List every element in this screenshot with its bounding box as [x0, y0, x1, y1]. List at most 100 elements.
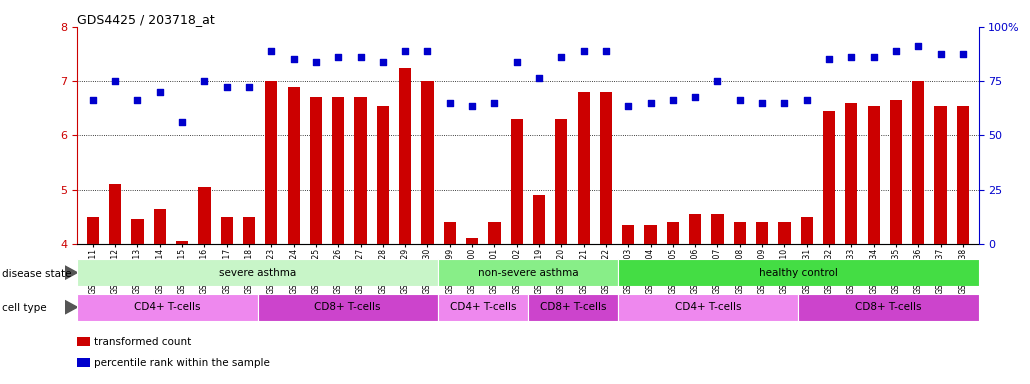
- Text: percentile rank within the sample: percentile rank within the sample: [94, 358, 270, 368]
- Point: [553, 54, 570, 60]
- Point: [620, 103, 637, 109]
- Point: [844, 54, 860, 60]
- Text: non-severe asthma: non-severe asthma: [478, 268, 578, 278]
- Bar: [265, 81, 277, 244]
- Bar: [438, 259, 618, 286]
- Text: CD4+ T-cells: CD4+ T-cells: [134, 302, 201, 312]
- Bar: [846, 103, 858, 244]
- Bar: [666, 222, 679, 244]
- Bar: [798, 294, 978, 321]
- Point: [754, 100, 770, 106]
- Bar: [733, 222, 746, 244]
- Bar: [618, 259, 978, 286]
- Point: [419, 48, 436, 55]
- Text: cell type: cell type: [2, 303, 46, 313]
- Point: [643, 100, 659, 106]
- Point: [731, 97, 748, 103]
- Bar: [527, 294, 618, 321]
- Bar: [756, 222, 768, 244]
- Bar: [779, 222, 791, 244]
- Bar: [823, 111, 835, 244]
- Text: healthy control: healthy control: [759, 268, 837, 278]
- Text: severe asthma: severe asthma: [218, 268, 297, 278]
- Bar: [176, 241, 188, 244]
- Polygon shape: [65, 266, 77, 280]
- Point: [888, 48, 904, 55]
- Bar: [109, 184, 122, 244]
- Bar: [153, 209, 166, 244]
- Bar: [800, 217, 813, 244]
- Bar: [599, 92, 612, 244]
- Bar: [618, 294, 798, 321]
- Bar: [377, 106, 389, 244]
- Point: [576, 48, 592, 55]
- Point: [308, 59, 324, 65]
- Point: [865, 54, 882, 60]
- Point: [218, 83, 235, 89]
- Point: [84, 97, 101, 103]
- Point: [442, 100, 458, 106]
- Bar: [645, 225, 657, 244]
- Bar: [77, 294, 258, 321]
- Point: [597, 48, 614, 55]
- Point: [664, 97, 681, 103]
- Point: [821, 56, 837, 63]
- Point: [687, 94, 703, 101]
- Point: [798, 97, 815, 103]
- Point: [263, 48, 279, 55]
- Point: [955, 51, 971, 57]
- Point: [397, 48, 413, 55]
- Bar: [77, 259, 438, 286]
- Point: [932, 51, 949, 57]
- Bar: [957, 106, 969, 244]
- Point: [196, 78, 212, 84]
- Text: CD8+ T-cells: CD8+ T-cells: [855, 302, 922, 312]
- Bar: [258, 294, 438, 321]
- Bar: [132, 219, 143, 244]
- Bar: [712, 214, 724, 244]
- Point: [710, 78, 726, 84]
- Text: CD8+ T-cells: CD8+ T-cells: [540, 302, 607, 312]
- Bar: [466, 238, 478, 244]
- Point: [530, 75, 547, 81]
- Bar: [243, 217, 255, 244]
- Text: CD8+ T-cells: CD8+ T-cells: [314, 302, 381, 312]
- Point: [151, 89, 168, 95]
- Text: CD4+ T-cells: CD4+ T-cells: [449, 302, 516, 312]
- Bar: [399, 68, 411, 244]
- Point: [129, 97, 145, 103]
- Bar: [332, 98, 344, 244]
- Point: [107, 78, 124, 84]
- Point: [241, 83, 258, 89]
- Bar: [198, 187, 210, 244]
- Bar: [287, 86, 300, 244]
- Text: transformed count: transformed count: [94, 337, 191, 347]
- Polygon shape: [65, 300, 77, 314]
- Point: [375, 59, 391, 65]
- Text: disease state: disease state: [2, 269, 71, 279]
- Bar: [622, 225, 634, 244]
- Text: GDS4425 / 203718_at: GDS4425 / 203718_at: [77, 13, 215, 26]
- Bar: [438, 294, 527, 321]
- Point: [174, 119, 191, 125]
- Bar: [867, 106, 880, 244]
- Point: [777, 100, 793, 106]
- Bar: [444, 222, 456, 244]
- Point: [330, 54, 346, 60]
- Bar: [310, 98, 322, 244]
- Bar: [354, 98, 367, 244]
- Bar: [578, 92, 590, 244]
- Bar: [87, 217, 99, 244]
- Point: [911, 43, 927, 49]
- Bar: [533, 195, 545, 244]
- Point: [509, 59, 525, 65]
- Point: [486, 100, 503, 106]
- Text: CD4+ T-cells: CD4+ T-cells: [675, 302, 742, 312]
- Bar: [890, 100, 902, 244]
- Bar: [220, 217, 233, 244]
- Bar: [421, 81, 434, 244]
- Bar: [511, 119, 523, 244]
- Point: [352, 54, 369, 60]
- Bar: [488, 222, 501, 244]
- Bar: [934, 106, 947, 244]
